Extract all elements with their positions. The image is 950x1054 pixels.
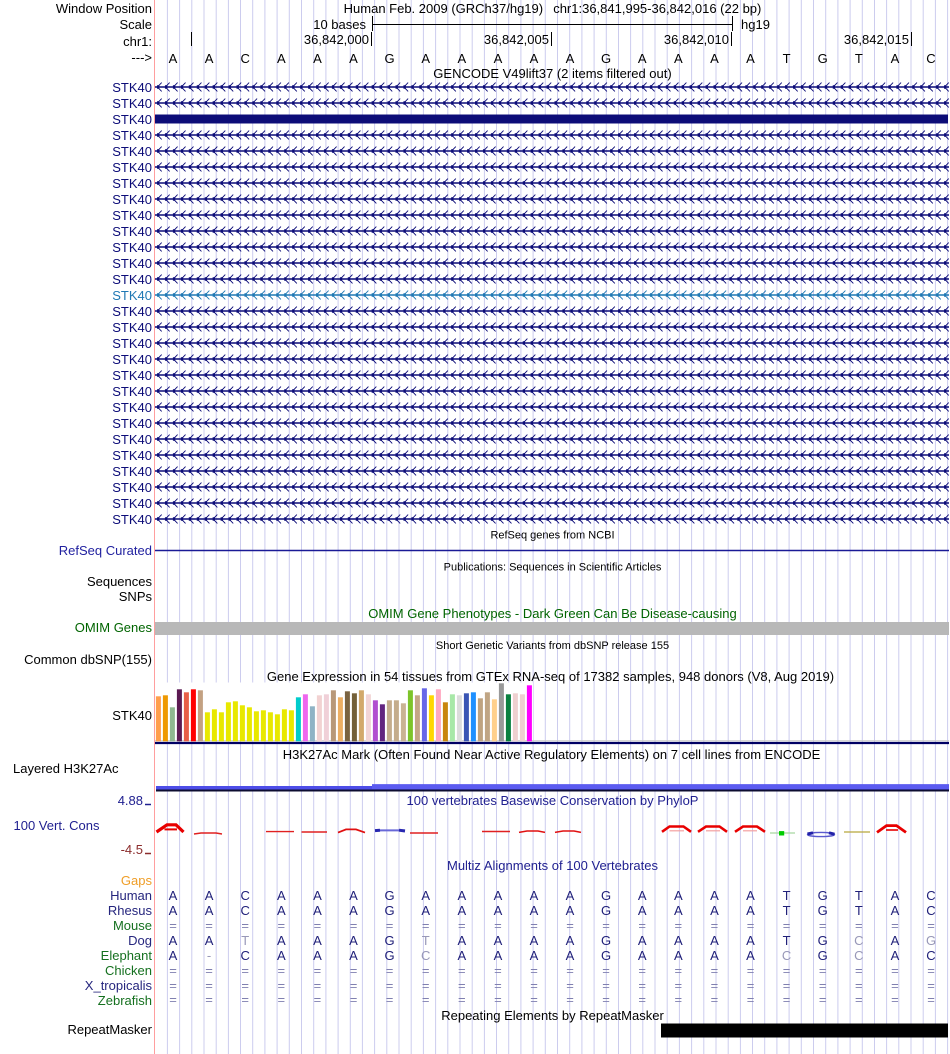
svg-text:STK40: STK40 bbox=[112, 368, 152, 383]
svg-text:Common dbSNP(155): Common dbSNP(155) bbox=[24, 652, 152, 667]
svg-text:36,842,005: 36,842,005 bbox=[484, 32, 549, 47]
svg-text:STK40: STK40 bbox=[112, 708, 152, 723]
svg-text:STK40: STK40 bbox=[112, 192, 152, 207]
svg-text:OMIM Genes: OMIM Genes bbox=[75, 620, 153, 635]
svg-text:STK40: STK40 bbox=[112, 256, 152, 271]
svg-text:STK40: STK40 bbox=[112, 208, 152, 223]
svg-text:STK40: STK40 bbox=[112, 496, 152, 511]
svg-text:4.88: 4.88 bbox=[118, 793, 143, 808]
svg-text:STK40: STK40 bbox=[112, 176, 152, 191]
svg-text:100 vertebrates Basewise Conse: 100 vertebrates Basewise Conservation by… bbox=[407, 793, 699, 808]
svg-text:Human Feb. 2009 (GRCh37/hg19): Human Feb. 2009 (GRCh37/hg19) chr1:36,84… bbox=[344, 1, 762, 16]
svg-text:Publications: Sequences in Sci: Publications: Sequences in Scientific Ar… bbox=[444, 562, 662, 574]
svg-text:STK40: STK40 bbox=[112, 304, 152, 319]
svg-text:AACAAAGAAAAAGAAAATGTAC: AACAAAGAAAAAGAAAATGTAC bbox=[169, 903, 936, 918]
svg-text:36,842,000: 36,842,000 bbox=[304, 32, 369, 47]
svg-text:Zebrafish: Zebrafish bbox=[98, 993, 152, 1008]
svg-text:STK40: STK40 bbox=[112, 96, 152, 111]
svg-text:RefSeq Curated: RefSeq Curated bbox=[59, 543, 152, 558]
svg-text:STK40: STK40 bbox=[112, 320, 152, 335]
svg-text:GENCODE V49lift37 (2 items fil: GENCODE V49lift37 (2 items filtered out) bbox=[433, 66, 671, 81]
svg-text:STK40: STK40 bbox=[112, 288, 152, 303]
svg-text:10 bases: 10 bases bbox=[313, 17, 366, 32]
svg-text:STK40: STK40 bbox=[112, 512, 152, 527]
svg-text:X_tropicalis: X_tropicalis bbox=[85, 978, 153, 993]
svg-text:Rhesus: Rhesus bbox=[108, 903, 153, 918]
svg-text:Human: Human bbox=[110, 888, 152, 903]
svg-text:STK40: STK40 bbox=[112, 464, 152, 479]
svg-text:AACAAAGAAAAAGAAAATGTAC: AACAAAGAAAAAGAAAATGTAC bbox=[169, 888, 936, 903]
svg-text:STK40: STK40 bbox=[112, 432, 152, 447]
svg-text:H3K27Ac Mark (Often Found Near: H3K27Ac Mark (Often Found Near Active Re… bbox=[283, 747, 821, 762]
svg-text:Layered H3K27Ac: Layered H3K27Ac bbox=[13, 761, 119, 776]
svg-text:100 Vert. Cons: 100 Vert. Cons bbox=[14, 818, 100, 833]
svg-text:Repeating Elements by RepeatMa: Repeating Elements by RepeatMasker bbox=[441, 1008, 664, 1023]
svg-text:hg19: hg19 bbox=[741, 17, 770, 32]
svg-text:36,842,010: 36,842,010 bbox=[664, 32, 729, 47]
svg-text:Gene Expression in 54 tissues: Gene Expression in 54 tissues from GTEx … bbox=[267, 669, 834, 684]
svg-text:STK40: STK40 bbox=[112, 480, 152, 495]
svg-text:Chicken: Chicken bbox=[105, 963, 152, 978]
svg-text:Mouse: Mouse bbox=[113, 918, 152, 933]
svg-text:-4.5: -4.5 bbox=[121, 842, 143, 857]
svg-text:STK40: STK40 bbox=[112, 240, 152, 255]
svg-text:36,842,015: 36,842,015 bbox=[844, 32, 909, 47]
svg-text:SNPs: SNPs bbox=[119, 589, 153, 604]
svg-text:STK40: STK40 bbox=[112, 160, 152, 175]
svg-text:STK40: STK40 bbox=[112, 352, 152, 367]
svg-text:STK40: STK40 bbox=[112, 112, 152, 127]
svg-text:STK40: STK40 bbox=[112, 224, 152, 239]
svg-text:RepeatMasker: RepeatMasker bbox=[67, 1022, 152, 1037]
svg-text:Sequences: Sequences bbox=[87, 574, 153, 589]
svg-text:STK40: STK40 bbox=[112, 144, 152, 159]
svg-text:STK40: STK40 bbox=[112, 400, 152, 415]
svg-text:STK40: STK40 bbox=[112, 448, 152, 463]
svg-text:Gaps: Gaps bbox=[121, 873, 153, 888]
svg-text:--->: ---> bbox=[131, 50, 152, 65]
svg-text:STK40: STK40 bbox=[112, 128, 152, 143]
svg-text:STK40: STK40 bbox=[112, 336, 152, 351]
svg-text:OMIM Gene Phenotypes - Dark Gr: OMIM Gene Phenotypes - Dark Green Can Be… bbox=[368, 606, 737, 621]
svg-text:STK40: STK40 bbox=[112, 272, 152, 287]
svg-text:STK40: STK40 bbox=[112, 416, 152, 431]
svg-text:Short Genetic Variants from db: Short Genetic Variants from dbSNP releas… bbox=[436, 640, 669, 652]
svg-text:Window Position: Window Position bbox=[56, 1, 152, 16]
svg-text:Scale: Scale bbox=[119, 17, 152, 32]
svg-text:STK40: STK40 bbox=[112, 384, 152, 399]
svg-text:STK40: STK40 bbox=[112, 80, 152, 95]
svg-text:RefSeq genes from NCBI: RefSeq genes from NCBI bbox=[490, 530, 614, 542]
svg-text:Elephant: Elephant bbox=[101, 948, 153, 963]
svg-text:chr1:: chr1: bbox=[123, 34, 152, 49]
svg-text:Dog: Dog bbox=[128, 933, 152, 948]
svg-text:Multiz Alignments of 100 Verte: Multiz Alignments of 100 Vertebrates bbox=[447, 858, 659, 873]
